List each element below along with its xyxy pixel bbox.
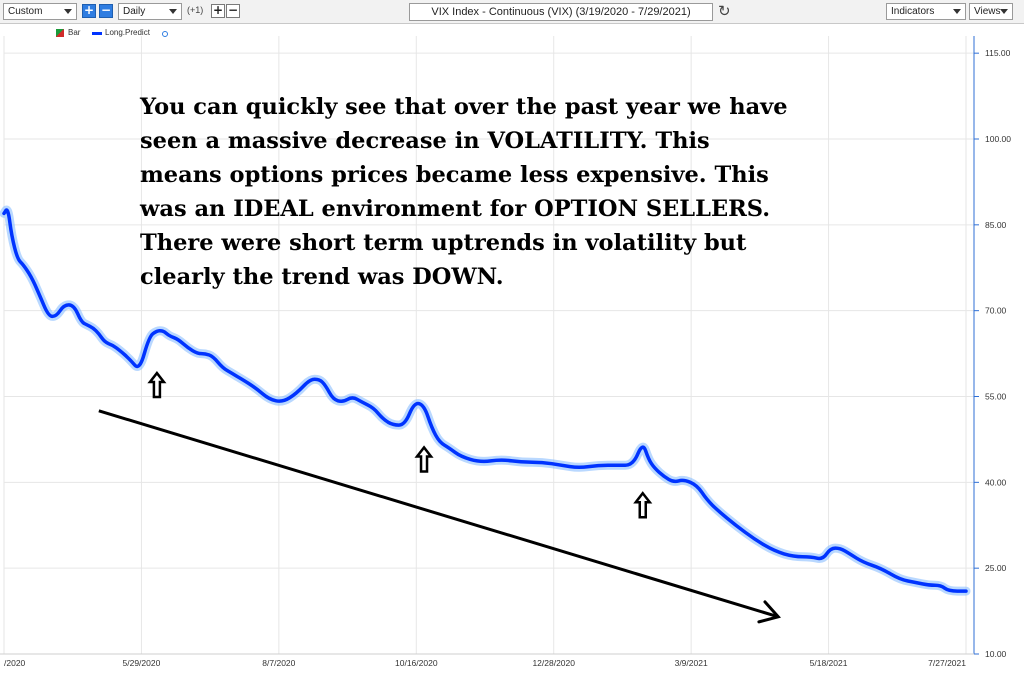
x-tick-label: 8/7/2020 — [262, 658, 295, 668]
chevron-down-icon — [64, 9, 72, 14]
add-chart-button[interactable]: + — [82, 3, 96, 18]
trend-arrow-shaft — [98, 409, 779, 619]
x-tick-label: /2020 — [4, 658, 26, 668]
x-tick-label: 3/9/2021 — [675, 658, 708, 668]
y-tick-label: 70.00 — [985, 306, 1007, 316]
x-tick-label: 5/18/2021 — [810, 658, 848, 668]
decrease-offset-button[interactable]: − — [226, 3, 240, 18]
chevron-down-icon — [169, 9, 177, 14]
uptrend-arrow-icon — [414, 445, 434, 473]
indicators-select[interactable]: Indicators — [886, 3, 966, 20]
legend-bar-label: Bar — [68, 28, 81, 37]
x-tick-label: 7/27/2021 — [928, 658, 966, 668]
chevron-down-icon — [953, 9, 961, 14]
annotation-marks — [98, 371, 781, 624]
uptrend-arrow-icon — [633, 491, 653, 519]
y-axis: 115.00 100.00 85.00 70.00 55.00 40.00 25.00 10.… — [974, 48, 1011, 659]
y-tick-label: 100.00 — [985, 134, 1011, 144]
views-label: Views — [974, 6, 1001, 17]
period-value: Daily — [123, 6, 146, 17]
chart-annotation-text: You can quickly see that over the past y… — [140, 94, 788, 290]
y-tick-label: 25.00 — [985, 563, 1007, 573]
chevron-down-icon — [1000, 9, 1008, 14]
increase-offset-button[interactable]: + — [211, 3, 225, 18]
settings-dot-icon[interactable] — [162, 31, 168, 37]
series-line — [2, 208, 968, 593]
indicators-label: Indicators — [891, 6, 935, 17]
y-tick-label: 55.00 — [985, 392, 1007, 402]
y-tick-label: 40.00 — [985, 477, 1007, 487]
trend-arrow-head — [757, 600, 781, 624]
y-tick-label: 10.00 — [985, 649, 1007, 659]
toolbar: Custom + − Daily (+1) + − VIX Index - Co… — [0, 0, 1024, 24]
bar-swatch-icon — [56, 29, 64, 37]
offset-label: (+1) — [187, 5, 204, 15]
x-tick-label: 5/29/2020 — [123, 658, 161, 668]
y-tick-label: 115.00 — [985, 48, 1011, 58]
remove-chart-button[interactable]: − — [99, 3, 113, 18]
chart-style-select[interactable]: Custom — [3, 3, 77, 20]
legend-line-label: Long.Predict — [105, 28, 150, 37]
views-select[interactable]: Views — [969, 3, 1013, 20]
x-tick-label: 12/28/2020 — [532, 658, 575, 668]
x-tick-label: 10/16/2020 — [395, 658, 438, 668]
uptrend-arrow-icon — [147, 371, 167, 399]
line-swatch-icon — [92, 32, 102, 35]
refresh-icon[interactable]: ↻ — [718, 2, 731, 20]
chart-style-value: Custom — [8, 6, 43, 17]
x-axis: /2020 5/29/2020 8/7/2020 10/16/2020 12/28/20… — [4, 658, 966, 668]
symbol-title-field[interactable]: VIX Index - Continuous (VIX) (3/19/2020 … — [409, 3, 713, 21]
period-select[interactable]: Daily — [118, 3, 182, 20]
price-chart[interactable]: 115.00 100.00 85.00 70.00 55.00 40.00 25.00 10.… — [0, 24, 1024, 676]
y-tick-label: 85.00 — [985, 220, 1007, 230]
series-layer — [0, 205, 971, 596]
